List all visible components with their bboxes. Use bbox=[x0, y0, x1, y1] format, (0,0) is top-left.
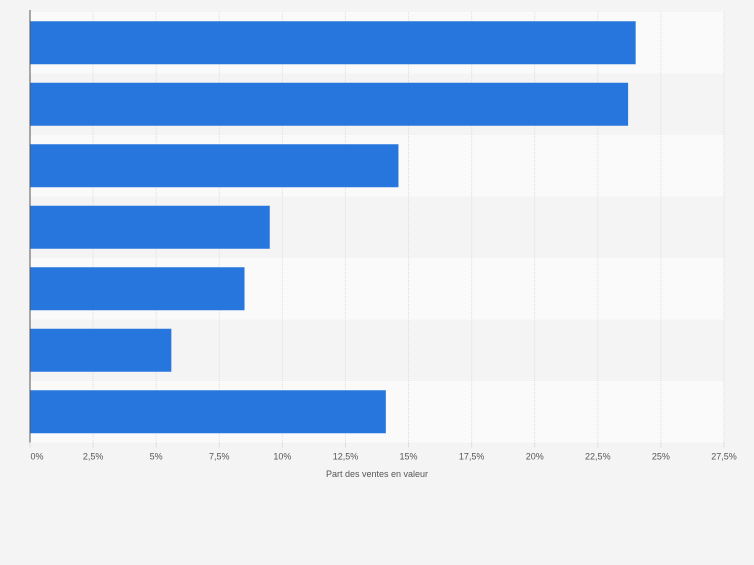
bar[interactable] bbox=[30, 328, 172, 372]
x-tick-label: 15% bbox=[400, 452, 418, 462]
x-axis-label: Part des ventes en valeur bbox=[326, 469, 428, 479]
bar[interactable] bbox=[30, 144, 399, 188]
x-tick-label: 10% bbox=[273, 452, 291, 462]
bar[interactable] bbox=[30, 205, 270, 249]
x-tick-label: 5% bbox=[150, 452, 163, 462]
x-tick-label: 12,5% bbox=[333, 452, 359, 462]
x-tick-label: 7,5% bbox=[209, 452, 230, 462]
x-tick-label: 20% bbox=[526, 452, 544, 462]
x-tick-label: 27,5% bbox=[711, 452, 737, 462]
bar[interactable] bbox=[30, 267, 245, 311]
x-tick-label: 22,5% bbox=[585, 452, 611, 462]
bar[interactable] bbox=[30, 21, 636, 65]
x-tick-labels: 0% 2,5% 5% 7,5% 10% 12,5% 15% 17,5% 20% 22,5% 25% 2… bbox=[29, 442, 737, 462]
x-tick-label: 25% bbox=[652, 452, 670, 462]
x-tick-label: 17,5% bbox=[459, 452, 485, 462]
bar[interactable] bbox=[30, 390, 386, 434]
x-tick-label: 0% bbox=[30, 452, 43, 462]
x-tick-label: 2,5% bbox=[83, 452, 104, 462]
bar[interactable] bbox=[30, 82, 629, 126]
bars bbox=[30, 21, 636, 434]
